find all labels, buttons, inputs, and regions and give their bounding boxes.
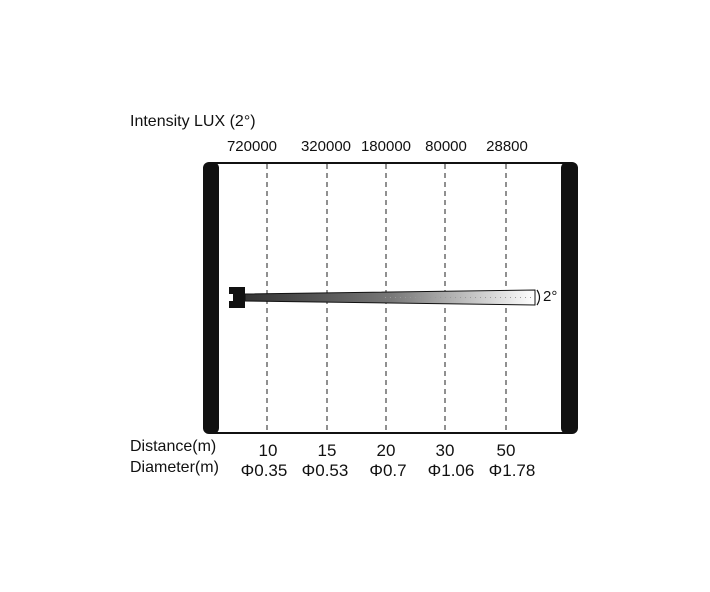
diameter-value: Φ1.06 xyxy=(427,461,475,480)
distance-value: 15 xyxy=(317,441,337,460)
distance-value: 20 xyxy=(376,441,396,460)
distance-label: Distance(m) xyxy=(130,438,217,455)
diameter-value: Φ0.35 xyxy=(240,461,288,480)
lamp-icon xyxy=(229,287,245,308)
beam-angle-label: 2° xyxy=(543,288,558,305)
diameter-value: Φ1.78 xyxy=(488,461,536,480)
diameter-label: Diameter(m) xyxy=(130,459,219,476)
diameter-value: Φ0.53 xyxy=(301,461,349,480)
lux-value: 320000 xyxy=(300,138,352,155)
distance-value: 50 xyxy=(496,441,516,460)
diameter-value: Φ0.7 xyxy=(369,461,407,480)
angle-arc xyxy=(536,289,541,306)
distance-value: 10 xyxy=(258,441,278,460)
frame-left-bar xyxy=(203,162,219,434)
lux-value: 180000 xyxy=(360,138,412,155)
lux-value: 720000 xyxy=(226,138,278,155)
lux-value: 28800 xyxy=(486,138,528,155)
lux-value: 80000 xyxy=(425,138,467,155)
distance-value: 30 xyxy=(435,441,455,460)
chart-title: Intensity LUX (2°) xyxy=(130,113,256,130)
frame-right-bar xyxy=(561,162,578,434)
